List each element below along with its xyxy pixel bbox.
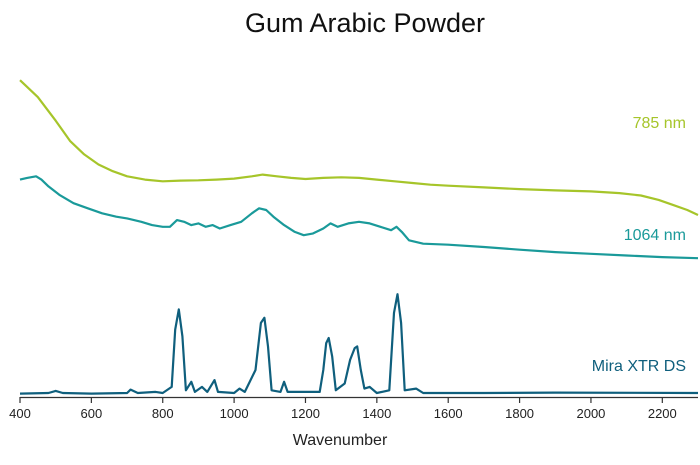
x-tick-label: 1400 (362, 406, 391, 421)
series-label-2: Mira XTR DS (592, 358, 686, 375)
series-line-0 (19, 79, 699, 216)
chart-title: Gum Arabic Powder (244, 8, 486, 38)
series-layer: 785 nm 1064 nm Mira XTR DS (19, 79, 699, 395)
series-label-0: 785 nm (633, 115, 686, 132)
series-line-1 (19, 175, 699, 260)
x-axis: 400 600 800 1000 1200 1400 1600 1800 2000 2200 (9, 396, 698, 421)
series-line-2 (19, 293, 699, 395)
x-tick-label: 2000 (576, 406, 605, 421)
series-label-1: 1064 nm (624, 227, 686, 244)
x-tick-label: 800 (152, 406, 174, 421)
x-tick-label: 2200 (648, 406, 677, 421)
x-tick-label: 400 (9, 406, 31, 421)
x-tick-label: 1800 (505, 406, 534, 421)
x-axis-label: Wavenumber (293, 432, 388, 449)
x-tick-label: 1000 (220, 406, 249, 421)
x-tick-label: 1200 (291, 406, 320, 421)
x-tick-label: 600 (81, 406, 103, 421)
x-tick-label: 1600 (434, 406, 463, 421)
